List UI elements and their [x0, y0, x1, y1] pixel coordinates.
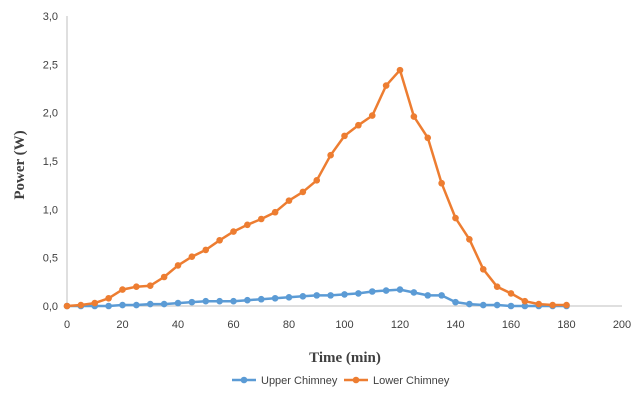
data-point	[285, 197, 293, 204]
legend-label: Lower Chimney	[373, 375, 450, 387]
data-point	[299, 188, 307, 196]
data-point	[174, 262, 182, 269]
data-point	[493, 301, 501, 309]
x-tick-label: 80	[283, 319, 295, 331]
legend-marker	[352, 376, 360, 384]
data-point	[382, 82, 390, 89]
data-point	[119, 301, 126, 309]
data-point	[188, 253, 196, 260]
data-point	[285, 294, 293, 301]
x-tick-label: 0	[64, 319, 70, 331]
data-point	[216, 297, 223, 305]
legend-marker	[240, 376, 248, 384]
data-point	[133, 283, 140, 290]
series-lower-chimney	[63, 66, 570, 310]
data-point	[63, 302, 71, 310]
series-layer	[63, 66, 570, 310]
data-point	[368, 288, 376, 295]
x-tick-label: 140	[446, 319, 464, 331]
y-tick-label: 2,0	[43, 108, 58, 120]
data-point	[174, 299, 182, 307]
data-point	[396, 286, 404, 293]
series-line	[66, 68, 567, 308]
data-point	[396, 66, 404, 74]
x-tick-label: 100	[335, 319, 353, 331]
data-point	[160, 300, 168, 308]
y-tick-label: 2,5	[43, 59, 58, 71]
data-point	[313, 292, 321, 299]
data-point	[133, 301, 140, 309]
x-tick-label: 60	[227, 319, 239, 331]
data-point	[479, 265, 487, 273]
data-point	[119, 286, 126, 293]
data-point	[216, 236, 223, 244]
y-tick-label: 3,0	[43, 11, 58, 23]
data-point	[313, 177, 321, 184]
y-tick-label: 1,0	[43, 204, 58, 216]
data-point	[341, 291, 348, 298]
data-point	[341, 132, 348, 140]
x-tick-label: 200	[613, 319, 631, 331]
data-point	[146, 282, 154, 290]
data-point	[479, 301, 487, 309]
data-point	[521, 302, 529, 310]
data-point	[424, 292, 432, 299]
data-point	[257, 215, 265, 223]
y-tick-label: 1,5	[43, 156, 58, 168]
data-point	[410, 113, 418, 120]
data-point	[299, 293, 307, 300]
data-point	[202, 297, 210, 305]
data-point	[230, 297, 237, 305]
y-tick-label: 0,0	[43, 301, 58, 313]
data-point	[257, 295, 265, 303]
data-point	[535, 300, 543, 308]
data-point	[368, 112, 376, 119]
data-point	[202, 246, 210, 254]
data-point	[521, 297, 529, 305]
axes: 0 20 40 60 80 100 120 140 160 180 200 0,0 0,5 1,0 1,5 2…	[43, 11, 631, 331]
data-point	[355, 121, 362, 129]
data-point	[438, 179, 445, 187]
y-axis-title: Power (W)	[12, 130, 28, 199]
data-point	[493, 283, 501, 290]
data-point	[146, 300, 154, 308]
y-tick-label: 0,5	[43, 253, 58, 265]
x-tick-label: 120	[391, 319, 409, 331]
data-point	[271, 294, 279, 302]
data-point	[563, 301, 570, 309]
data-point	[466, 236, 473, 243]
data-point	[244, 296, 251, 304]
data-point	[327, 292, 334, 299]
data-point	[507, 290, 515, 297]
x-axis-title: Time (min)	[309, 350, 381, 366]
data-point	[91, 299, 99, 307]
data-point	[188, 298, 196, 306]
data-point	[382, 287, 390, 294]
data-point	[507, 302, 515, 310]
legend: Upper Chimney Lower Chimney	[232, 375, 450, 387]
data-point	[355, 290, 362, 297]
x-tick-label: 20	[116, 319, 128, 331]
data-point	[466, 300, 473, 308]
data-point	[452, 298, 459, 306]
data-point	[244, 221, 251, 229]
data-point	[160, 273, 168, 281]
legend-label: Upper Chimney	[261, 375, 338, 387]
x-tick-label: 180	[557, 319, 575, 331]
data-point	[452, 214, 459, 222]
x-tick-label: 40	[172, 319, 184, 331]
data-point	[438, 292, 445, 299]
data-point	[271, 208, 279, 216]
data-point	[327, 151, 334, 159]
x-tick-label: 160	[502, 319, 520, 331]
data-point	[424, 134, 432, 142]
data-point	[549, 301, 556, 309]
data-point	[77, 301, 85, 309]
data-point	[230, 228, 237, 235]
data-point	[105, 294, 112, 302]
data-point	[105, 302, 112, 310]
data-point	[410, 289, 418, 296]
